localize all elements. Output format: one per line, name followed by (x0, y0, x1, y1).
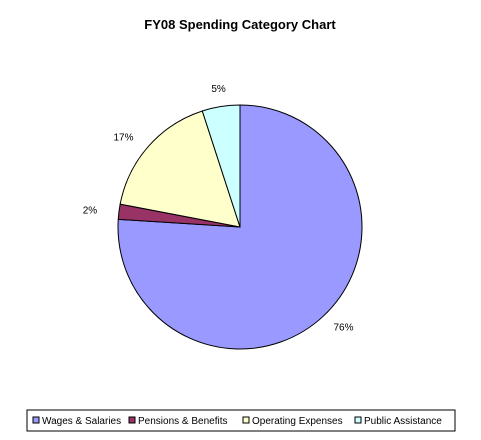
chart-title: FY08 Spending Category Chart (144, 17, 336, 32)
legend-entry: Wages & Salaries (42, 416, 121, 427)
slice-label: 5% (211, 84, 226, 95)
pie-slice-public-assistance (201, 104, 241, 228)
slice-label: 17% (113, 133, 133, 144)
legend-entry: Operating Expenses (252, 416, 343, 427)
slice-label: 2% (83, 206, 98, 217)
legend-box (26, 409, 456, 432)
legend-swatch (128, 416, 136, 424)
legend-swatch (32, 416, 40, 424)
legend-entry: Public Assistance (364, 416, 442, 427)
legend-swatch (354, 416, 362, 424)
pie-slice-operating-expenses (119, 110, 241, 228)
legend-swatch (242, 416, 250, 424)
slice-label: 76% (334, 323, 354, 334)
legend: Wages & Salaries Pensions & Benefits Opera… (26, 409, 456, 432)
pie-slices (117, 104, 363, 350)
slice-labels: 76% 2% 17% 5% (83, 84, 354, 334)
legend-entry: Pensions & Benefits (138, 416, 228, 427)
